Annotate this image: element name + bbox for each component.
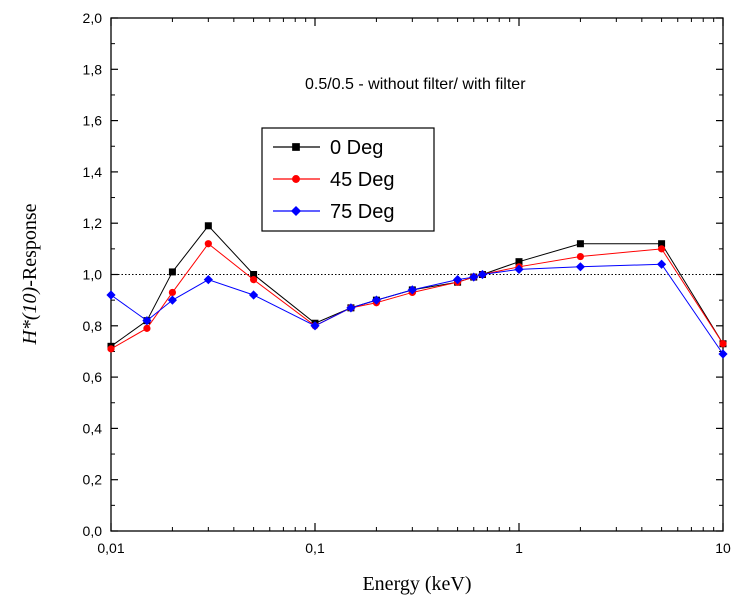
data-point-square [515, 258, 523, 266]
data-point-circle [204, 240, 212, 248]
x-axis-ticks: 0,01 0,1 1 10 [97, 18, 731, 556]
y-tick-label: 1,6 [83, 113, 103, 129]
y-tick-label: 0,4 [83, 420, 103, 436]
legend-label: 0 Deg [330, 137, 383, 159]
data-point-circle [719, 340, 727, 348]
series-line [110, 243, 724, 350]
data-point-diamond [477, 269, 488, 280]
data-point-diamond [718, 349, 728, 359]
data-point-diamond [371, 295, 382, 305]
y-tick-label: 1,2 [83, 215, 103, 231]
legend: 0 Deg 45 Deg 75 Deg [261, 127, 435, 232]
data-point-diamond [469, 272, 479, 282]
y-tick-label: 0,6 [83, 369, 103, 385]
x-tick-label: 0,01 [97, 540, 124, 556]
data-point-diamond [310, 321, 320, 331]
y-axis-title-italic: H*(10) [19, 286, 41, 345]
y-axis-title: H*(10)-Response [19, 203, 41, 345]
x-axis-title: Energy (keV) [362, 573, 471, 595]
data-point-circle [657, 245, 666, 253]
legend-item: 75 Deg [273, 201, 395, 223]
data-point-diamond [106, 290, 116, 300]
y-tick-label: 0,8 [83, 318, 103, 334]
x-tick-label: 0,1 [305, 540, 325, 556]
data-point-diamond [167, 295, 178, 305]
y-tick-label: 2,0 [83, 10, 103, 26]
data-point-square [658, 240, 666, 248]
data-point-diamond [346, 303, 356, 313]
legend-item: 0 Deg [273, 137, 383, 159]
data-point-circle [107, 345, 115, 353]
data-point-circle [249, 276, 258, 284]
data-point-diamond [656, 259, 667, 269]
data-point-circle [576, 252, 585, 261]
data-point-diamond [452, 275, 463, 285]
data-point-square [168, 268, 176, 276]
data-point-square [292, 143, 300, 151]
y-tick-label: 1,4 [83, 164, 103, 180]
data-point-diamond [514, 264, 524, 274]
legend-label: 45 Deg [330, 169, 395, 191]
series-75-deg [106, 259, 728, 359]
y-axis-title-rest: -Response [19, 203, 41, 286]
y-tick-label: 1,0 [83, 267, 103, 283]
data-point-diamond [203, 275, 213, 285]
series-45-deg [107, 240, 727, 353]
series-0-deg [107, 222, 727, 350]
y-axis-ticks: 0,0 0,2 0,4 0,6 0,8 1,0 1,2 1,4 1,6 1,8 2,0 [83, 10, 723, 539]
data-point-diamond [407, 285, 417, 295]
series-layer [106, 222, 728, 359]
y-tick-label: 0,2 [83, 472, 103, 488]
y-tick-label: 1,8 [83, 61, 103, 77]
data-point-diamond [290, 205, 302, 217]
data-point-circle [168, 288, 177, 297]
data-point-diamond [248, 290, 259, 300]
data-point-square [204, 222, 212, 230]
data-point-circle [143, 324, 151, 332]
data-point-square [250, 271, 258, 278]
chart-annotation: 0.5/0.5 - without filter/ with filter [305, 76, 526, 93]
data-point-circle [292, 175, 300, 183]
y-tick-label: 0,0 [83, 523, 103, 539]
data-point-square [576, 240, 584, 248]
series-line [110, 263, 724, 355]
legend-item: 45 Deg [273, 169, 395, 191]
data-point-diamond [142, 316, 152, 326]
x-tick-label: 1 [515, 540, 523, 556]
data-point-diamond [575, 262, 586, 272]
legend-label: 75 Deg [330, 201, 395, 223]
x-tick-label: 10 [715, 540, 731, 556]
series-line [110, 224, 724, 347]
